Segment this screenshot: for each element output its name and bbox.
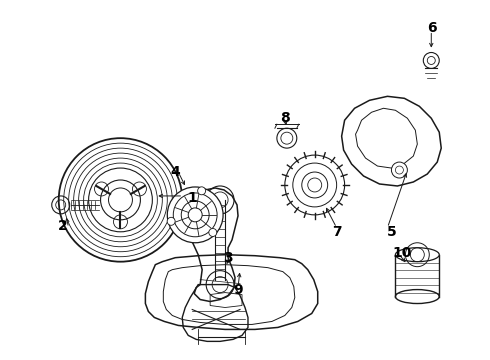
Circle shape [209, 229, 217, 237]
Text: 6: 6 [427, 21, 437, 35]
Text: 5: 5 [387, 225, 396, 239]
Text: 9: 9 [233, 283, 243, 297]
Text: 3: 3 [223, 251, 233, 265]
Text: 10: 10 [392, 246, 412, 260]
Ellipse shape [395, 248, 439, 262]
Circle shape [392, 162, 407, 178]
Circle shape [197, 187, 206, 195]
Text: 8: 8 [280, 111, 290, 125]
Text: 2: 2 [58, 219, 68, 233]
Circle shape [167, 187, 223, 243]
Circle shape [167, 217, 175, 225]
Text: 1: 1 [187, 191, 197, 205]
Text: 7: 7 [332, 225, 342, 239]
Text: 4: 4 [171, 165, 180, 179]
